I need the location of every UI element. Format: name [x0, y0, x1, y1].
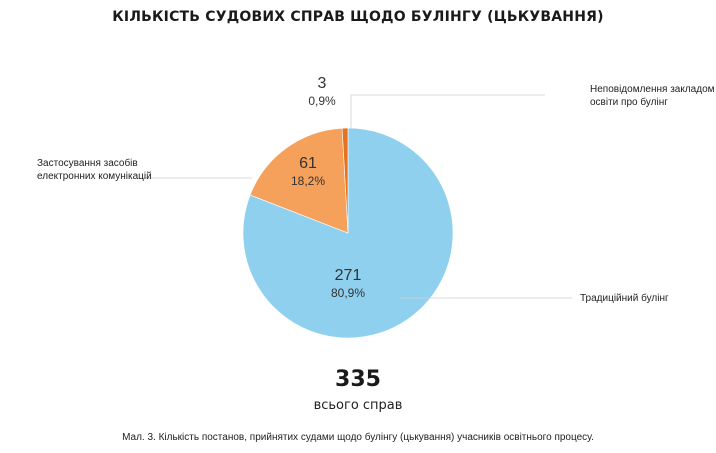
figure-caption: Мал. 3. Кількість постанов, прийнятих су…	[122, 432, 594, 443]
slice-value-notification: 3	[318, 75, 327, 92]
leader-line-notification	[350, 94, 545, 128]
category-label-electronic: електронних комунікацій	[37, 171, 152, 182]
total-count: 335	[335, 367, 381, 392]
slice-value-traditional: 271	[335, 267, 362, 284]
category-label-notification: Неповідомлення закладом	[590, 84, 715, 95]
slice-percent-traditional: 80,9%	[331, 286, 365, 300]
slice-percent-electronic: 18,2%	[291, 174, 325, 188]
chart-title: КІЛЬКІСТЬ СУДОВИХ СПРАВ ЩОДО БУЛІНГУ (ЦЬ…	[112, 9, 604, 25]
category-label-traditional: Традиційний булінг	[580, 292, 669, 304]
slice-value-electronic: 61	[299, 155, 317, 172]
category-label-electronic: Застосування засобів	[37, 157, 138, 169]
category-label-notification: освіти про булінг	[590, 96, 668, 108]
slice-percent-notification: 0,9%	[308, 94, 336, 108]
pie-slice-notification	[341, 127, 349, 234]
pie-slice-electronic	[249, 127, 349, 234]
total-label: всього справ	[313, 398, 403, 413]
